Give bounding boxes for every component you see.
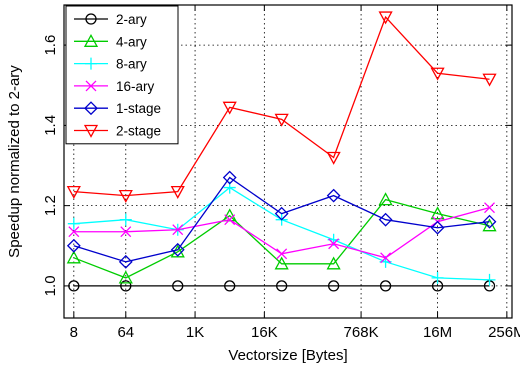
series-8-ary (67, 181, 496, 286)
data-point (222, 170, 237, 185)
x-tick-label: 64 (117, 324, 134, 341)
data-point (222, 101, 237, 115)
x-tick-label: 1K (186, 324, 204, 341)
legend-marker (84, 101, 98, 116)
data-point (222, 208, 237, 222)
data-point (170, 242, 185, 257)
data-point (224, 214, 236, 226)
data-point (483, 273, 496, 286)
data-point (326, 188, 341, 203)
data-point (274, 256, 289, 270)
legend-label: 1-stage (116, 101, 161, 116)
data-point (482, 214, 497, 229)
series-2-ary (68, 280, 496, 292)
data-point (66, 250, 81, 264)
data-point (66, 238, 81, 253)
data-point (119, 213, 132, 226)
data-point (118, 270, 133, 284)
legend-marker (83, 124, 99, 138)
data-point (326, 256, 341, 270)
legend-label: 2-ary (116, 12, 147, 27)
data-point (172, 280, 184, 292)
x-tick-label: 16M (423, 324, 452, 341)
data-point (120, 280, 132, 292)
data-point (328, 238, 340, 250)
data-point (224, 280, 236, 292)
data-point (118, 189, 133, 203)
legend-item: 16-ary (74, 79, 155, 94)
data-point (68, 226, 80, 238)
data-point (431, 271, 444, 284)
legend-label: 16-ary (116, 79, 155, 94)
data-point (378, 192, 393, 206)
x-tick-label: 8 (70, 324, 78, 341)
legend-marker (83, 33, 99, 47)
y-tick-label: 1.2 (42, 195, 59, 216)
series-line (73, 176, 490, 263)
data-point (67, 217, 80, 230)
data-point (378, 212, 393, 227)
data-point (118, 254, 133, 269)
series-1-stage (66, 170, 497, 269)
legend-item: 1-stage (74, 101, 161, 116)
legend-item: 8-ary (74, 57, 147, 72)
legend-item: 2-ary (74, 12, 147, 27)
data-point (326, 151, 341, 165)
plot-frame (63, 4, 513, 319)
data-point (484, 202, 495, 214)
series-layer (66, 11, 497, 292)
data-point (276, 248, 288, 260)
data-point (327, 280, 340, 292)
x-tick-label: 768K (344, 324, 379, 341)
y-tick-label: 1.0 (42, 275, 59, 296)
y-tick-label: 1.4 (42, 115, 59, 136)
legend-marker (85, 13, 97, 25)
data-point (120, 226, 132, 238)
data-point (172, 224, 184, 236)
data-point (430, 220, 445, 235)
legend-marker (85, 80, 97, 92)
y-tick-label: 1.6 (42, 35, 59, 56)
data-point (170, 244, 185, 258)
x-axis-title: Vectorsize [Bytes] (228, 347, 347, 364)
series-16-ary (68, 202, 495, 264)
data-point (170, 185, 185, 199)
legend-marker (85, 57, 97, 70)
legend-label: 2-stage (116, 124, 161, 139)
legend-label: 4-ary (116, 34, 147, 49)
x-tick-label: 256M (488, 324, 520, 341)
y-axis-title: Speedup normalized to 2-ary (6, 65, 23, 258)
data-point (482, 73, 497, 87)
legend: 2-ary 4-ary 8-ary 16-ary 1-stage 2-stage (65, 5, 179, 145)
series-line (73, 198, 490, 279)
data-point (274, 113, 289, 127)
legend-item: 4-ary (74, 33, 147, 49)
series-line (73, 15, 490, 197)
data-point (430, 206, 445, 220)
data-point (380, 252, 392, 264)
data-point (66, 185, 81, 199)
data-point (274, 206, 289, 221)
legend-item: 2-stage (74, 124, 161, 139)
series-line (73, 186, 490, 281)
data-point (379, 280, 392, 292)
data-point (378, 11, 393, 25)
x-tick-label: 16K (251, 324, 278, 341)
legend-label: 8-ary (116, 57, 147, 72)
axis-ticks: 1.0 1.2 1.4 1.6 8 64 1K 16K 768K 16M 256M (42, 5, 520, 341)
series-2-stage (66, 11, 497, 203)
data-point (430, 67, 445, 81)
data-point (276, 280, 288, 292)
legend-box (65, 5, 179, 145)
